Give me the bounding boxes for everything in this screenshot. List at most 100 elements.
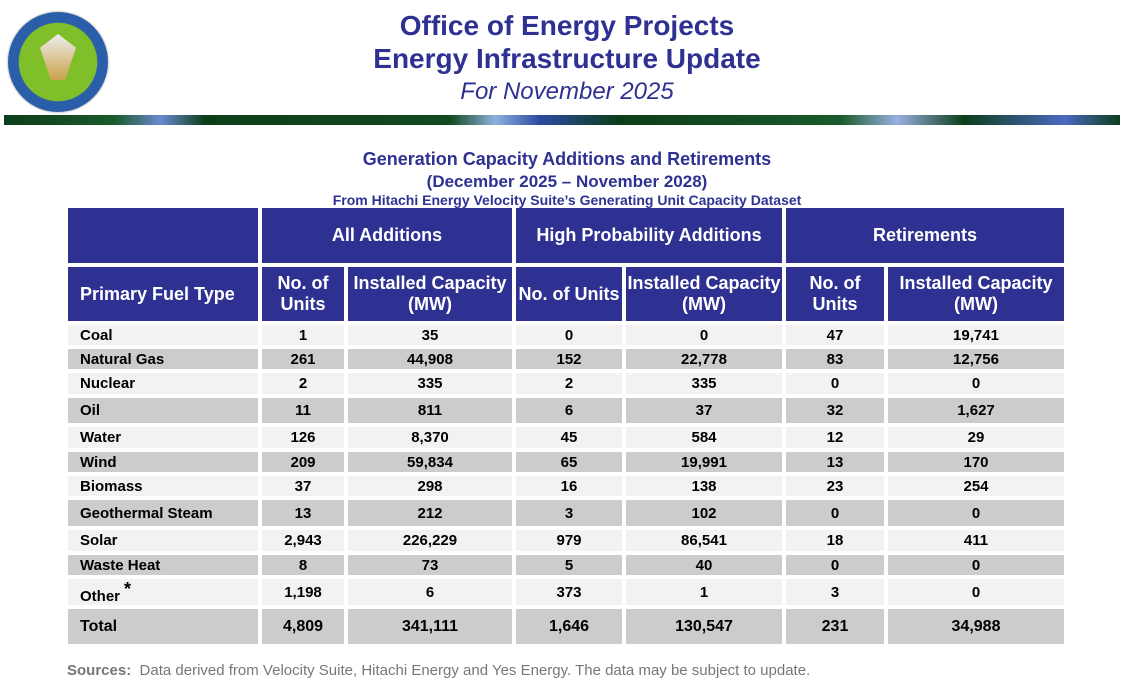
value-cell: 3	[786, 579, 884, 605]
value-cell: 0	[516, 325, 622, 345]
value-cell: 0	[626, 325, 782, 345]
value-cell: 8,370	[348, 427, 512, 448]
cell-text: 12,756	[953, 350, 999, 368]
cell-text: 11	[295, 402, 311, 419]
cell-text: 411	[963, 532, 989, 549]
column-header: Installed Capacity (MW)	[888, 267, 1064, 321]
value-cell: 335	[626, 373, 782, 394]
cell-text: 40	[695, 556, 713, 574]
value-cell: 86,541	[626, 530, 782, 551]
cell-text: 212	[417, 504, 443, 522]
fuel-type-cell: Oil	[68, 398, 258, 423]
cell-text: 341,111	[401, 617, 459, 635]
cell-text: 2	[564, 375, 574, 392]
value-cell: 23	[786, 476, 884, 496]
column-header: No. of Units	[786, 267, 884, 321]
group-high-probability: High Probability Additions	[516, 208, 782, 263]
cell-text: Water	[80, 429, 122, 446]
cell-text: Other	[80, 588, 121, 605]
value-cell: 0	[888, 373, 1064, 394]
group-retirements: Retirements	[786, 208, 1064, 263]
value-cell: 13	[786, 452, 884, 472]
value-cell: 1,646	[516, 609, 622, 644]
cell-text: 34,988	[951, 617, 1001, 635]
total-row: Total 4,809 341,111 1,646 130,547 231 34,988	[68, 609, 1064, 644]
value-cell: 261	[262, 349, 344, 369]
cell-text: Biomass	[80, 477, 143, 495]
section-source: From Hitachi Energy Velocity Suite’s Gen…	[332, 192, 802, 208]
cell-text: 3	[564, 504, 574, 522]
header-blank	[68, 208, 258, 263]
footnote-marker: *	[124, 579, 132, 599]
cell-text: 37	[695, 402, 713, 419]
value-cell: 3	[516, 500, 622, 526]
cell-text: 226,229	[402, 532, 458, 549]
table-row: Water 126 8,370 45 584 12 29	[68, 427, 1064, 448]
table-row: Natural Gas 261 44,908 152 22,778 83 12,756	[68, 349, 1064, 369]
cell-text: 13	[826, 453, 844, 471]
value-cell: 335	[348, 373, 512, 394]
cell-text: 3	[830, 583, 840, 601]
cell-text: 335	[417, 375, 443, 392]
table-row: Wind 209 59,834 65 19,991 13 170	[68, 452, 1064, 472]
value-cell: 0	[786, 555, 884, 575]
value-cell: 12	[786, 427, 884, 448]
value-cell: 2	[516, 373, 622, 394]
cell-text: 584	[691, 429, 717, 446]
cell-text: 2,943	[284, 532, 322, 549]
cell-text: 29	[967, 429, 985, 446]
section-title: Generation Capacity Additions and Retire…	[362, 149, 772, 169]
cell-text: 44,908	[407, 350, 453, 368]
value-cell: 73	[348, 555, 512, 575]
page-title-2: Energy Infrastructure Update	[373, 43, 761, 74]
cell-text: 1	[699, 583, 709, 601]
cell-text: 0	[971, 556, 981, 574]
cell-text: 19,741	[953, 326, 999, 344]
cell-text: 0	[971, 583, 981, 601]
value-cell: 18	[786, 530, 884, 551]
cell-text: 298	[417, 477, 443, 495]
value-cell: 45	[516, 427, 622, 448]
value-cell: 373	[516, 579, 622, 605]
fuel-type-cell: Waste Heat	[68, 555, 258, 575]
value-cell: 170	[888, 452, 1064, 472]
cell-text: 0	[971, 504, 981, 522]
cell-text: 209	[290, 453, 316, 471]
cell-text: 45	[560, 429, 578, 446]
cell-text: 811	[417, 402, 443, 419]
table-row: Coal 1 35 0 0 47 19,741	[68, 325, 1064, 345]
cell-text: 138	[691, 477, 717, 495]
table-row: Geothermal Steam 13 212 3 102 0 0	[68, 500, 1064, 526]
sources-text: Data derived from Velocity Suite, Hitach…	[139, 662, 811, 679]
value-cell: 1,198	[262, 579, 344, 605]
cell-text: 35	[421, 326, 439, 344]
cell-text: 73	[421, 556, 439, 574]
cell-text: 12	[826, 429, 844, 446]
cell-text: 59,834	[407, 453, 453, 471]
capacity-table: All Additions High Probability Additions…	[64, 204, 1068, 648]
value-cell: 59,834	[348, 452, 512, 472]
value-cell: 1	[262, 325, 344, 345]
cell-text: Nuclear	[80, 375, 136, 392]
value-cell: 5	[516, 555, 622, 575]
page-subtitle: For November 2025	[460, 78, 674, 105]
column-header: Primary Fuel Type	[68, 267, 258, 321]
fuel-type-cell: Water	[68, 427, 258, 448]
cell-text: 6	[425, 583, 435, 601]
cell-text: 0	[830, 375, 840, 392]
cell-text: 19,991	[681, 453, 727, 471]
cell-text: 32	[826, 402, 844, 419]
fuel-type-cell: Coal	[68, 325, 258, 345]
fuel-type-cell: Solar	[68, 530, 258, 551]
value-cell: 83	[786, 349, 884, 369]
value-cell: 6	[348, 579, 512, 605]
value-cell: 0	[786, 500, 884, 526]
table-row: Solar 2,943 226,229 979 86,541 18 411	[68, 530, 1064, 551]
sources-label: Sources:	[67, 662, 132, 679]
ferc-seal-logo	[8, 12, 108, 112]
cell-text: 1,646	[548, 617, 590, 635]
value-cell: 40	[626, 555, 782, 575]
cell-text: 231	[821, 617, 849, 635]
value-cell: 0	[888, 555, 1064, 575]
value-cell: 102	[626, 500, 782, 526]
